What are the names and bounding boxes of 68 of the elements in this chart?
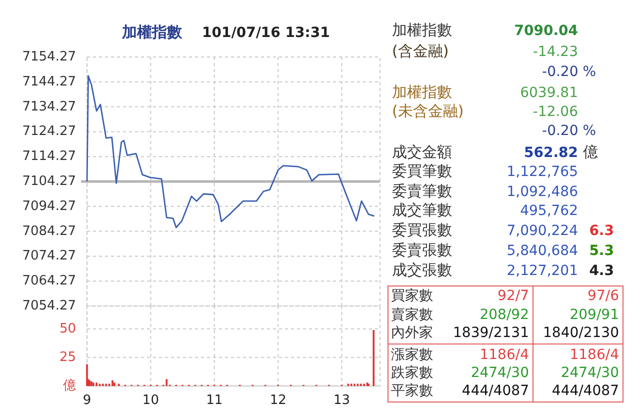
y-tick-label: 7054.27: [22, 298, 76, 314]
text: 4.3: [589, 262, 614, 279]
y-tick-label: 25: [59, 350, 76, 365]
y-tick-label: 7114.27: [22, 149, 76, 164]
text: (未含金融): [392, 102, 464, 120]
x-tick-label: 9: [82, 393, 92, 408]
text: 7,090,224: [506, 222, 578, 239]
text: 97/6: [588, 288, 620, 304]
text: 7090.04: [514, 22, 578, 39]
y-tick-label: 億: [63, 378, 76, 394]
text: 92/7: [498, 288, 529, 304]
text: (含金融): [392, 42, 449, 60]
y-tick-label: 7134.27: [22, 99, 76, 114]
text: 買家數: [391, 288, 433, 304]
chart-subtitle: 101/07/16 13:31: [202, 24, 330, 41]
text: 6039.81: [520, 84, 578, 101]
text: 賣家數: [391, 306, 433, 323]
text: -0.20 %: [542, 64, 596, 80]
text: 平家數: [391, 382, 433, 399]
text: 5.3: [589, 242, 614, 259]
text: 1839/2131: [453, 324, 529, 341]
x-tick-label: 12: [270, 393, 286, 408]
chart-title: 加權指數: [121, 23, 183, 42]
text: 加權指數: [392, 83, 452, 102]
text: 委買張數: [392, 221, 452, 240]
line-series: [86, 75, 375, 228]
y-tick-label: 7064.27: [22, 274, 76, 289]
y-tick-label: 7074.27: [22, 248, 76, 264]
y-tick-label: 50: [59, 321, 76, 336]
y-tick-label: 7084.27: [22, 224, 76, 239]
text: 成交金額: [392, 143, 452, 162]
text: 6.3: [589, 222, 614, 239]
text: 委賣張數: [392, 241, 452, 260]
text: 208/92: [480, 306, 529, 323]
text: 5,840,684: [506, 242, 578, 259]
text: 委買筆數: [392, 162, 452, 180]
text: 1,092,486: [506, 184, 578, 200]
y-tick-label: 7104.27: [22, 174, 76, 190]
text: 委賣筆數: [392, 182, 452, 200]
text: -14.23: [532, 44, 578, 60]
text: 444/4087: [462, 382, 529, 399]
text: 漲家數: [391, 346, 433, 363]
text: 209/91: [570, 306, 619, 323]
text: -0.20 %: [542, 122, 596, 139]
text: 1186/4: [570, 346, 620, 363]
text: 444/4087: [552, 382, 619, 399]
y-tick-label: 7094.27: [22, 198, 76, 214]
text: 562.82: [524, 144, 578, 161]
text: 1186/4: [480, 346, 530, 363]
text: 成交筆數: [392, 201, 452, 220]
text: 2,127,201: [506, 262, 578, 279]
text: 成交張數: [392, 261, 452, 280]
text: 2474/30: [560, 364, 619, 381]
x-tick-label: 13: [334, 393, 350, 408]
y-tick-label: 7144.27: [22, 74, 76, 90]
text: 495,762: [520, 202, 578, 219]
text: 跌家數: [391, 364, 433, 381]
text: 加權指數: [392, 21, 452, 40]
text: -12.06: [532, 104, 578, 120]
x-tick-label: 10: [142, 393, 159, 408]
y-tick-label: 7124.27: [22, 124, 76, 140]
text: 億: [583, 143, 598, 162]
text: 1840/2130: [543, 324, 619, 341]
y-tick-label: 7154.27: [22, 50, 76, 65]
text: 1,122,765: [506, 164, 578, 180]
x-tick-label: 11: [206, 393, 223, 408]
text: 2474/30: [470, 364, 529, 381]
text: 內外家: [391, 324, 433, 341]
